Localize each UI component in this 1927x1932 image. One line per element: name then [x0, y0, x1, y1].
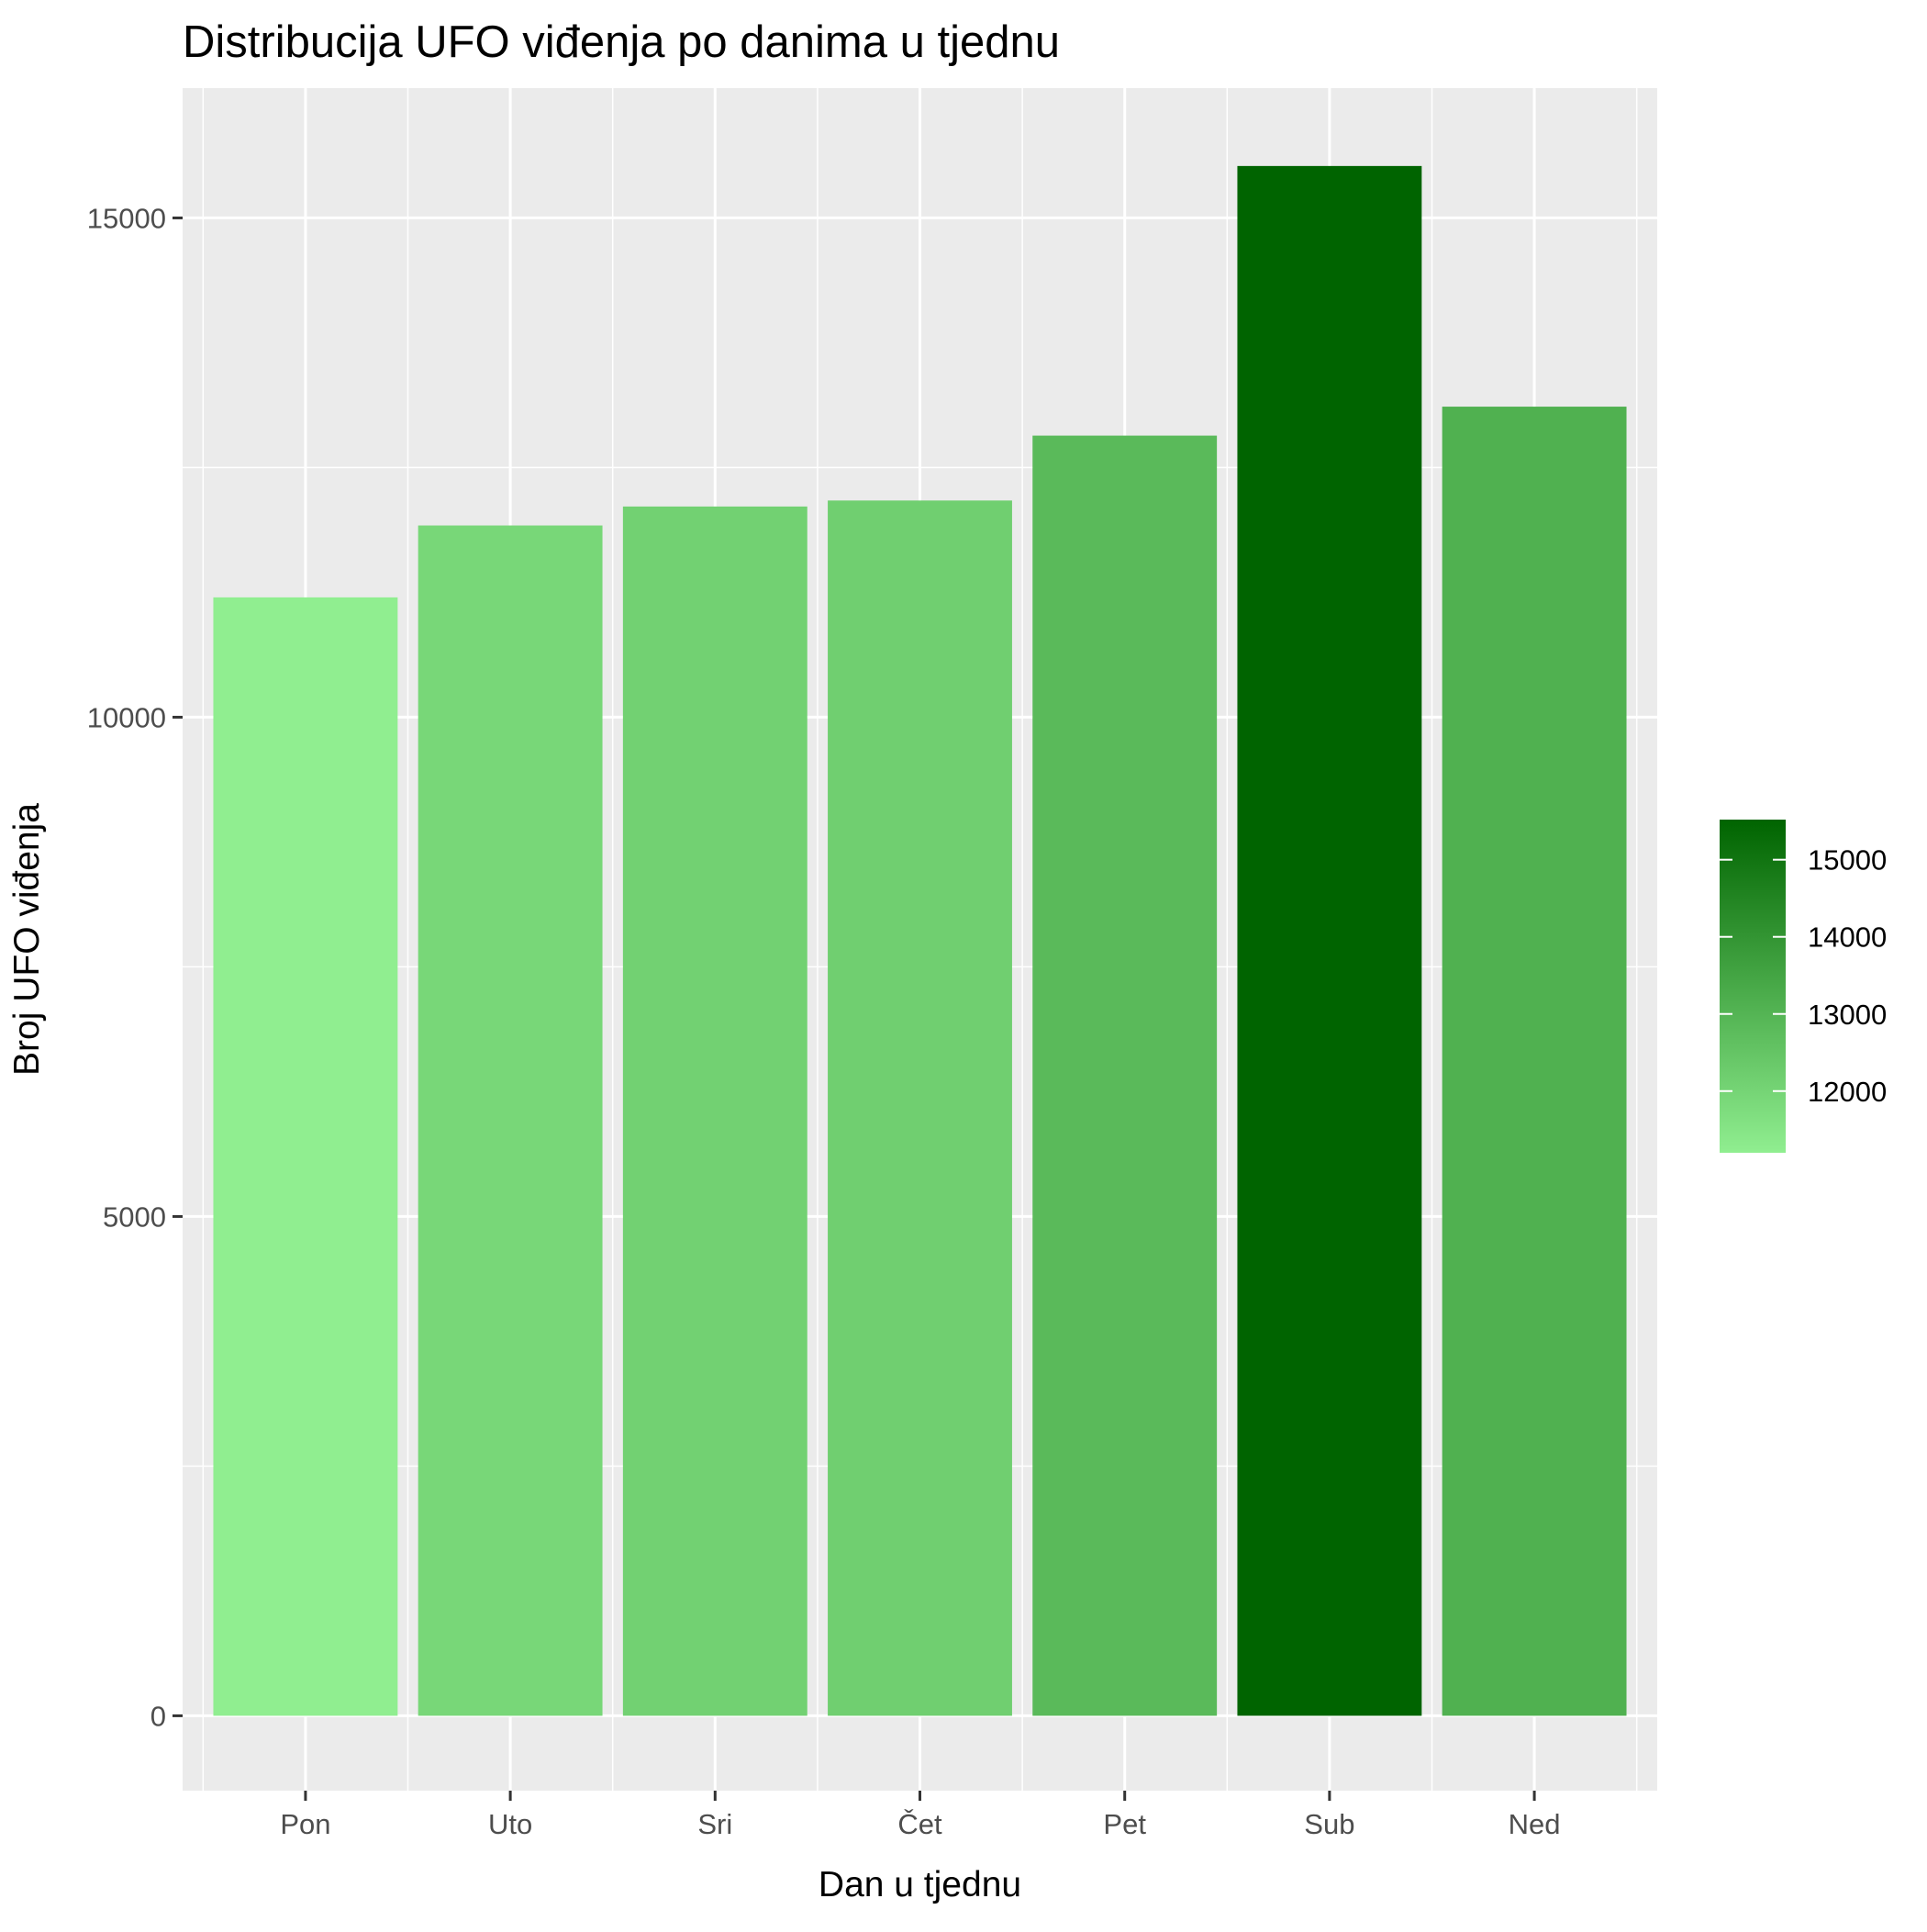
y-tick-label: 15000: [87, 202, 166, 234]
bar-Uto: [418, 525, 603, 1716]
bars: [213, 165, 1627, 1716]
bar-Pon: [213, 597, 398, 1716]
x-axis-title: Dan u tjednu: [819, 1865, 1021, 1904]
y-tick-label: 0: [150, 1700, 166, 1732]
legend-tick-label: 14000: [1808, 921, 1887, 954]
color-legend: 12000 13000 14000 15000: [1720, 820, 1887, 1153]
x-tick-label: Sri: [697, 1808, 732, 1840]
bar-Ned: [1442, 407, 1627, 1716]
y-tick-label: 10000: [87, 701, 166, 733]
x-tick-label: Ned: [1509, 1808, 1561, 1840]
x-tick-label: Uto: [488, 1808, 532, 1840]
bar-Sub: [1237, 165, 1422, 1716]
chart-title: Distribucija UFO viđenja po danima u tje…: [183, 17, 1060, 67]
bar-Pet: [1032, 435, 1218, 1716]
bar-Sri: [622, 506, 808, 1716]
y-axis-title: Broj UFO viđenja: [7, 803, 47, 1076]
x-tick-label: Pon: [280, 1808, 330, 1840]
x-tick-label: Sub: [1304, 1808, 1354, 1840]
x-tick-label: Pet: [1103, 1808, 1146, 1840]
x-tick-label: Čet: [897, 1808, 942, 1840]
y-tick-label: 5000: [103, 1201, 166, 1233]
legend-tick-label: 13000: [1808, 999, 1887, 1031]
legend-tick-label: 15000: [1808, 844, 1887, 877]
legend-tick-label: 12000: [1808, 1076, 1887, 1108]
axes: 0 5000 10000 15000 Pon Uto Sri Čet Pet Sub Ned: [87, 202, 1561, 1840]
bar-Čet: [828, 500, 1012, 1716]
legend-colorbar: [1720, 820, 1786, 1153]
